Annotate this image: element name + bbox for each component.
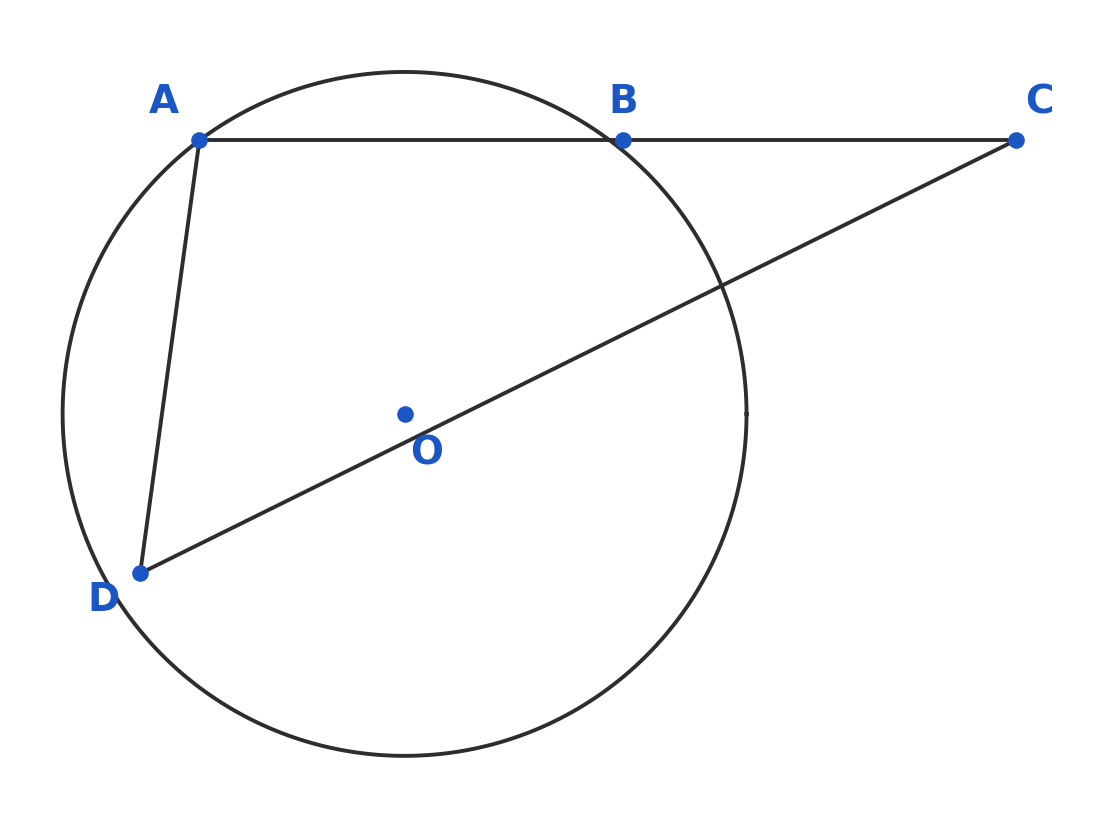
Point [396, 408, 413, 421]
Text: C: C [1025, 84, 1054, 121]
Text: D: D [88, 580, 120, 618]
Text: B: B [609, 84, 638, 121]
Text: A: A [149, 84, 179, 121]
Point [1007, 135, 1024, 148]
Point [131, 567, 149, 581]
Point [614, 135, 632, 148]
Point [190, 135, 208, 148]
Text: O: O [411, 434, 443, 472]
